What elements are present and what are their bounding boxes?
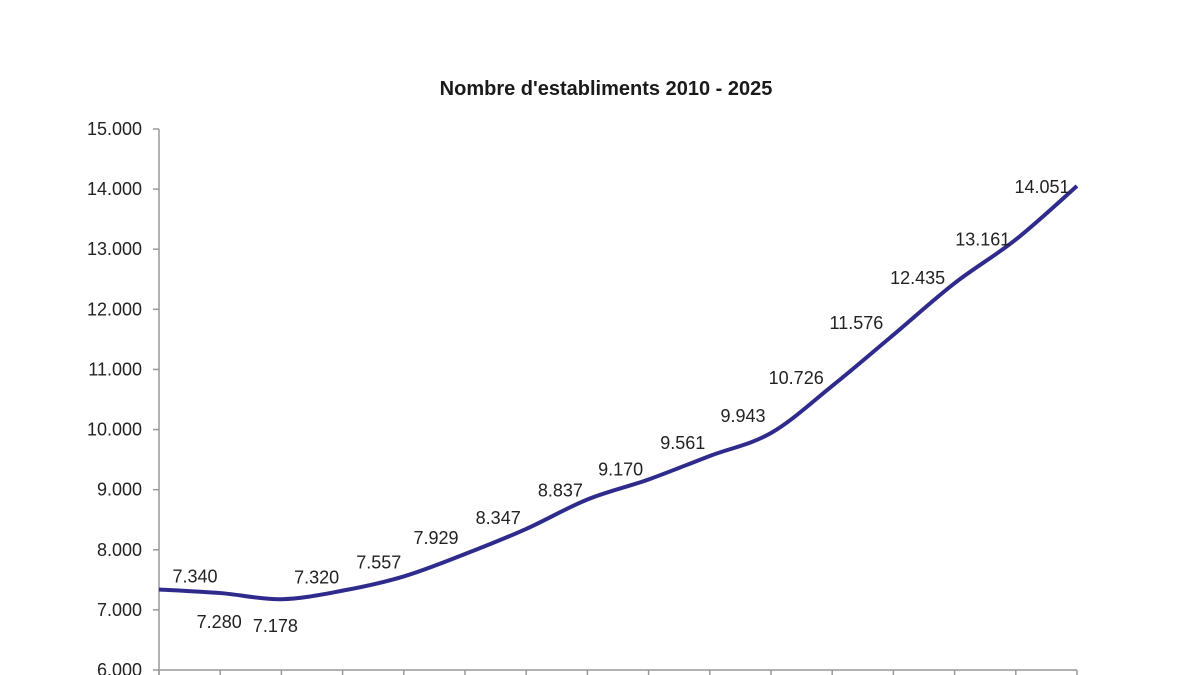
y-tick-label: 13.000 bbox=[87, 239, 142, 259]
y-tick-label: 8.000 bbox=[97, 540, 142, 560]
series-line bbox=[158, 184, 1079, 602]
data-label: 9.170 bbox=[598, 459, 643, 479]
data-label: 7.340 bbox=[172, 566, 217, 586]
data-label: 12.435 bbox=[890, 268, 945, 288]
chart-title: Nombre d'establiments 2010 - 2025 bbox=[439, 78, 773, 100]
y-tick-label: 12.000 bbox=[87, 299, 142, 319]
data-label: 11.576 bbox=[830, 313, 884, 333]
data-label: 8.837 bbox=[538, 480, 583, 500]
y-tick-label: 7.000 bbox=[97, 600, 142, 620]
data-label: 8.347 bbox=[476, 508, 521, 528]
data-label: 14.051 bbox=[1014, 177, 1069, 197]
data-label: 7.178 bbox=[253, 616, 298, 636]
data-label: 13.161 bbox=[955, 230, 1010, 250]
y-tick-label: 10.000 bbox=[87, 420, 142, 440]
data-label: 7.929 bbox=[413, 528, 458, 548]
data-label: 10.726 bbox=[769, 368, 824, 388]
y-tick-label: 6.000 bbox=[97, 660, 142, 675]
data-label: 9.943 bbox=[720, 406, 765, 426]
data-label: 7.320 bbox=[294, 568, 339, 588]
data-label: 7.280 bbox=[197, 612, 242, 632]
y-tick-label: 11.000 bbox=[88, 359, 142, 379]
y-tick-label: 14.000 bbox=[87, 179, 142, 199]
data-label: 9.561 bbox=[660, 433, 705, 453]
y-tick-label: 9.000 bbox=[97, 480, 142, 500]
data-label: 7.557 bbox=[356, 552, 401, 572]
y-tick-label: 15.000 bbox=[87, 119, 142, 139]
